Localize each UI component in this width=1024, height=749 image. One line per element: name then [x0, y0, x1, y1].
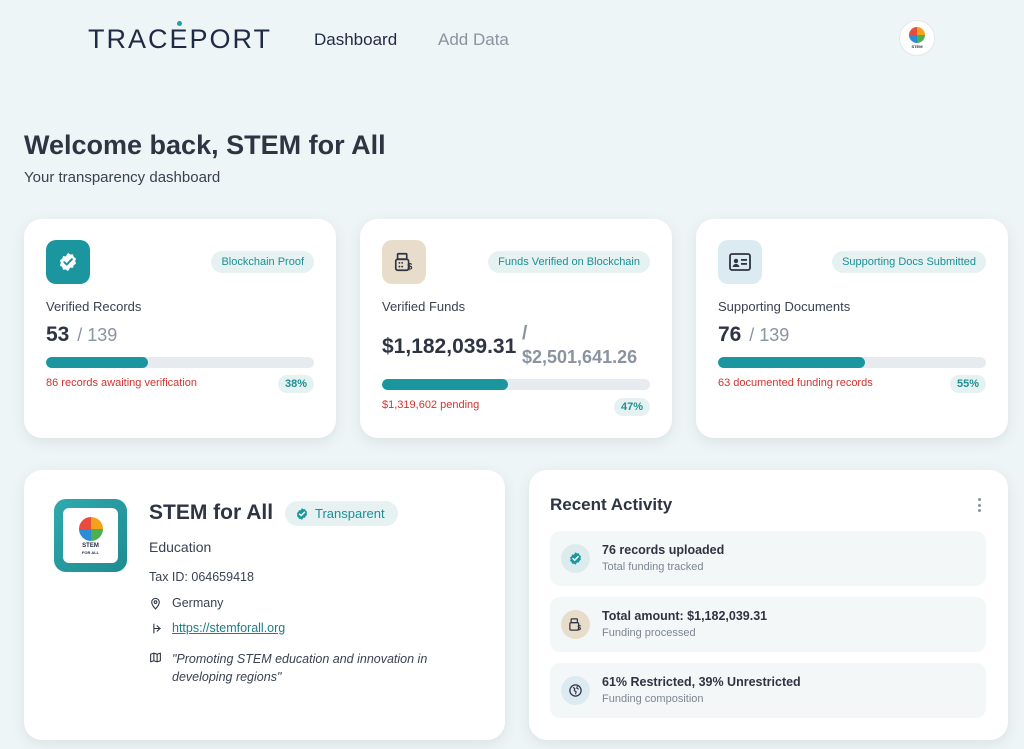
stat-note: 63 documented funding records: [718, 377, 873, 389]
supporting-docs-badge: Supporting Docs Submitted: [832, 251, 986, 273]
map-icon: [150, 652, 161, 663]
progress-fill: [718, 357, 866, 368]
stat-value-total: / 139: [77, 325, 118, 345]
stat-note: 86 records awaiting verification: [46, 377, 198, 389]
org-logo-mark-icon: [78, 516, 103, 541]
activity-title: 76 records uploaded: [602, 543, 725, 557]
funds-verified-badge: Funds Verified on Blockchain: [488, 251, 650, 273]
org-logo-inner: STEM FOR ALL: [63, 508, 118, 563]
transparent-status-badge: Transparent: [285, 501, 398, 526]
stat-value-total: / 139: [749, 325, 790, 345]
svg-text:$: $: [407, 261, 412, 271]
stat-value-number: $1,182,039.31: [382, 335, 517, 358]
percent-badge: 55%: [949, 375, 986, 393]
activity-item: $ Total amount: $1,182,039.31 Funding pr…: [550, 597, 986, 652]
percent-badge: 38%: [277, 375, 314, 393]
verified-check-icon: [296, 507, 308, 520]
org-logo-mark-icon: [909, 27, 925, 43]
logo-accent-dot: E: [169, 21, 190, 54]
stat-value-total: $2,501,641.26: [522, 347, 638, 367]
progress-bar: [718, 357, 986, 368]
org-logo-subtext: FOR ALL: [81, 549, 100, 555]
location-pin-icon: [151, 597, 160, 610]
nav-dashboard-link[interactable]: Dashboard: [314, 30, 398, 49]
org-logo-text: STEM: [82, 542, 99, 549]
stat-value: 53 / 139: [46, 323, 117, 347]
activity-subtitle: Funding composition: [602, 693, 704, 705]
check-badge-icon: [46, 240, 90, 284]
organization-card: STEM FOR ALL STEM for All Transparent Ed…: [24, 470, 505, 740]
stat-value: 76 / 139: [718, 323, 789, 347]
svg-text:$: $: [577, 625, 581, 632]
percent-badge: 47%: [613, 398, 650, 416]
org-description-text: "Promoting STEM education and innovation…: [172, 652, 428, 684]
activity-subtitle: Funding processed: [602, 627, 696, 639]
stat-value-number: 53: [46, 323, 70, 346]
activity-subtitle: Total funding tracked: [602, 561, 704, 573]
blockchain-proof-badge: Blockchain Proof: [211, 251, 314, 273]
cash-register-icon: $: [561, 610, 590, 639]
activity-title: 61% Restricted, 39% Unrestricted: [602, 675, 801, 689]
top-navigation: TRACEPORT Dashboard Add Data STEM: [0, 0, 1024, 80]
id-card-icon: [718, 240, 762, 284]
stat-label: Verified Funds: [382, 299, 466, 314]
org-website-link[interactable]: https://stemforall.org: [172, 621, 286, 635]
more-options-icon[interactable]: [976, 498, 982, 512]
org-name: STEM for All: [149, 501, 274, 524]
verified-records-card: Blockchain Proof Verified Records 53 / 1…: [24, 219, 336, 438]
check-badge-icon: [561, 544, 590, 573]
org-tax-id: Tax ID: 064659418: [149, 570, 254, 584]
activity-item: 61% Restricted, 39% Unrestricted Funding…: [550, 663, 986, 718]
link-icon: [153, 623, 161, 634]
supporting-documents-card: Supporting Docs Submitted Supporting Doc…: [696, 219, 1008, 438]
cash-register-icon: $: [382, 240, 426, 284]
stat-label: Supporting Documents: [718, 299, 851, 314]
stat-value-separator: /: [522, 323, 528, 344]
stat-value-number: 76: [718, 323, 742, 346]
avatar-label: STEM: [911, 44, 923, 49]
stat-label: Verified Records: [46, 299, 142, 314]
org-description: "Promoting STEM education and innovation…: [149, 650, 462, 686]
globe-icon: [561, 676, 590, 705]
recent-activity-card: Recent Activity 76 records uploaded Tota…: [529, 470, 1008, 740]
verified-funds-card: $ Funds Verified on Blockchain Verified …: [360, 219, 672, 438]
avatar[interactable]: STEM: [899, 20, 935, 56]
page-title: Welcome back, STEM for All: [24, 130, 386, 160]
stat-note: $1,319,602 pending: [382, 399, 480, 411]
activity-item: 76 records uploaded Total funding tracke…: [550, 531, 986, 586]
page-subtitle: Your transparency dashboard: [24, 169, 221, 186]
progress-fill: [46, 357, 148, 368]
org-website: https://stemforall.org: [149, 621, 285, 635]
recent-activity-title: Recent Activity: [550, 495, 673, 514]
org-location: Germany: [149, 596, 223, 610]
org-location-text: Germany: [172, 596, 224, 610]
org-logo: STEM FOR ALL: [54, 499, 127, 572]
traceport-logo[interactable]: TRACEPORT: [88, 21, 273, 54]
progress-bar: [382, 379, 650, 390]
progress-bar: [46, 357, 314, 368]
org-category: Education: [149, 539, 212, 555]
nav-add-data-link[interactable]: Add Data: [438, 30, 509, 49]
progress-fill: [382, 379, 508, 390]
transparent-status-label: Transparent: [315, 506, 385, 521]
activity-title: Total amount: $1,182,039.31: [602, 609, 768, 623]
